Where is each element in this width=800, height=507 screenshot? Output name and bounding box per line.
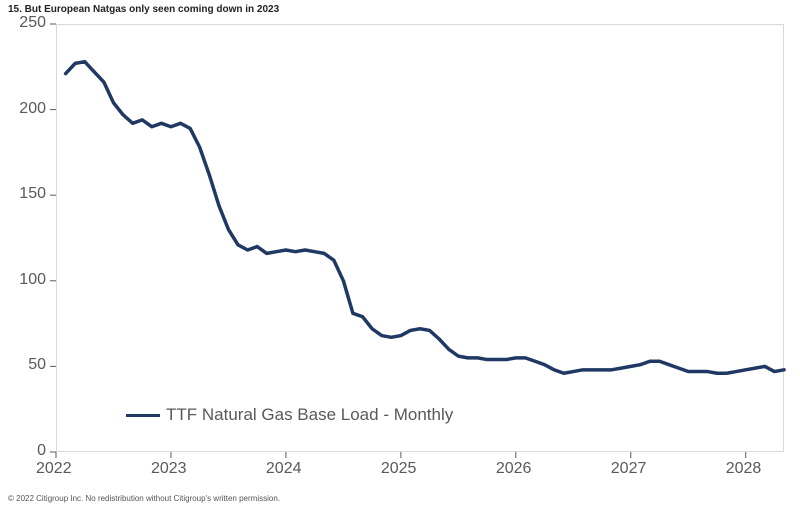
series-line bbox=[66, 62, 784, 374]
legend-swatch bbox=[126, 414, 160, 417]
y-tick-label: 0 bbox=[37, 442, 46, 460]
legend-label: TTF Natural Gas Base Load - Monthly bbox=[166, 405, 453, 425]
footer-attribution: © 2022 Citigroup Inc. No redistribution … bbox=[8, 494, 280, 503]
x-tick-label: 2028 bbox=[726, 460, 762, 478]
x-tick-label: 2022 bbox=[36, 460, 72, 478]
y-tick-label: 250 bbox=[19, 14, 46, 32]
y-tick-label: 100 bbox=[19, 271, 46, 289]
x-tick-label: 2025 bbox=[381, 460, 417, 478]
y-tick-label: 150 bbox=[19, 185, 46, 203]
y-tick-label: 50 bbox=[28, 356, 46, 374]
x-tick-label: 2024 bbox=[266, 460, 302, 478]
x-tick-label: 2027 bbox=[611, 460, 647, 478]
legend: TTF Natural Gas Base Load - Monthly bbox=[126, 405, 453, 425]
x-tick-label: 2023 bbox=[151, 460, 187, 478]
x-tick-label: 2026 bbox=[496, 460, 532, 478]
y-tick-label: 200 bbox=[19, 100, 46, 118]
chart-svg bbox=[0, 0, 800, 507]
